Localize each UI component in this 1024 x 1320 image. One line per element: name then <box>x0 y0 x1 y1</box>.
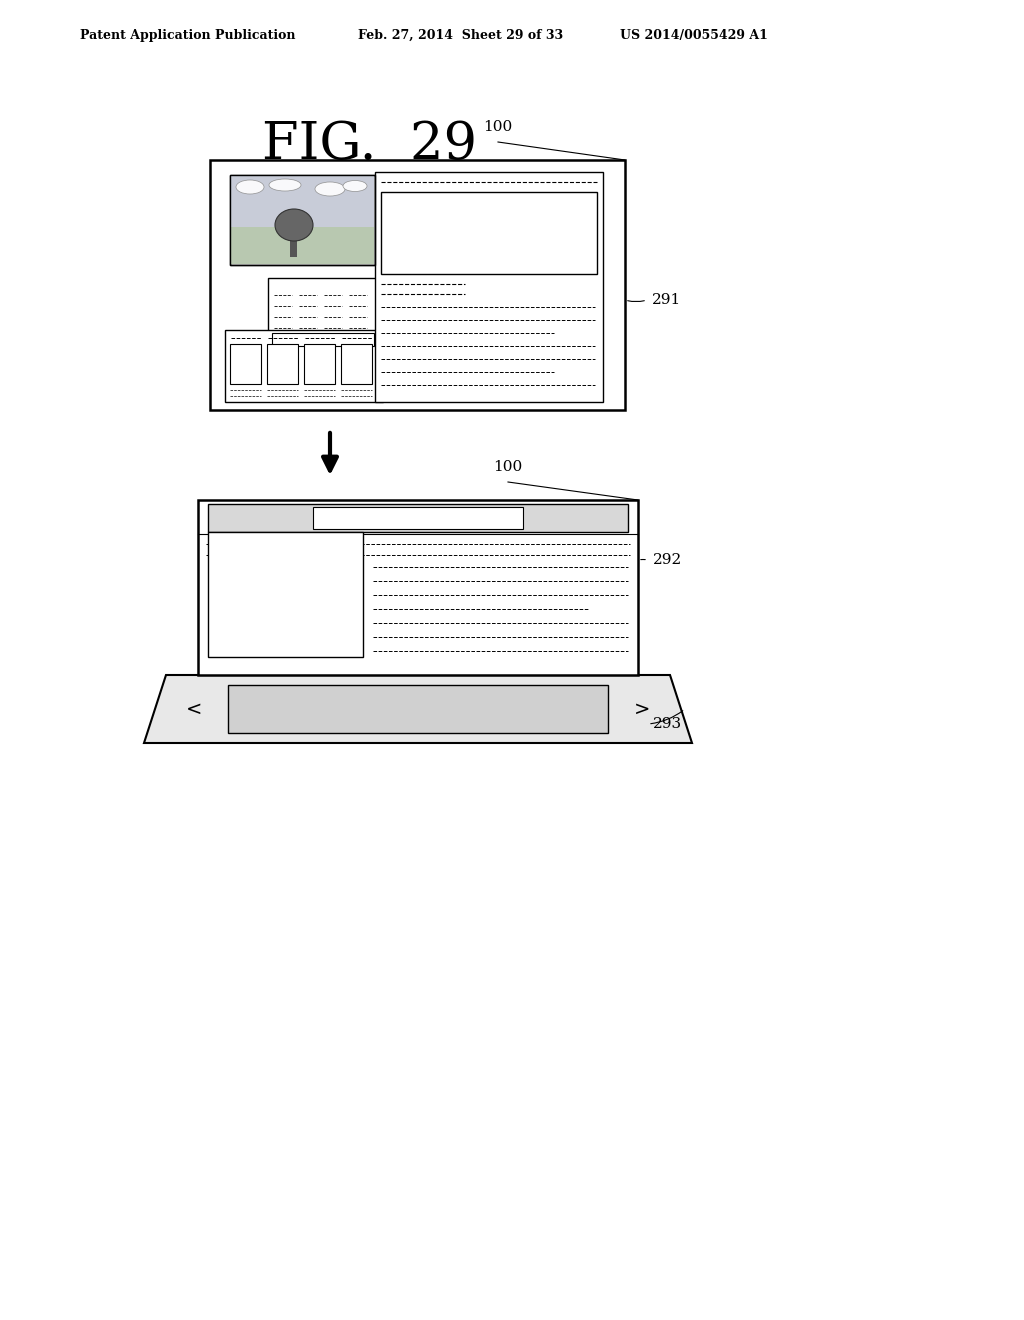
Bar <box>231 176 374 227</box>
Polygon shape <box>144 675 692 743</box>
Bar <box>381 191 597 275</box>
Bar <box>210 160 625 411</box>
Text: >: > <box>634 700 650 718</box>
Bar <box>208 504 628 532</box>
Bar <box>198 500 638 675</box>
Ellipse shape <box>275 209 313 242</box>
Text: 293: 293 <box>653 717 682 731</box>
Bar <box>268 279 378 350</box>
Bar <box>341 345 372 384</box>
Bar <box>313 507 523 529</box>
Text: 100: 100 <box>483 120 513 135</box>
Bar <box>208 532 362 657</box>
Bar <box>225 330 383 403</box>
Bar <box>230 176 375 265</box>
Ellipse shape <box>315 182 345 195</box>
Text: 100: 100 <box>494 459 522 474</box>
Bar <box>375 172 603 403</box>
Text: 292: 292 <box>653 553 682 568</box>
Bar <box>272 333 374 346</box>
Bar <box>228 685 608 733</box>
Bar <box>290 228 297 257</box>
Text: <: < <box>185 700 202 718</box>
Text: 291: 291 <box>652 293 681 308</box>
Bar <box>267 345 298 384</box>
Ellipse shape <box>269 180 301 191</box>
Bar <box>231 227 374 264</box>
Text: Patent Application Publication: Patent Application Publication <box>80 29 296 41</box>
Text: FIG.  29: FIG. 29 <box>262 120 477 170</box>
Bar <box>304 345 335 384</box>
Text: US 2014/0055429 A1: US 2014/0055429 A1 <box>620 29 768 41</box>
Ellipse shape <box>236 180 264 194</box>
Ellipse shape <box>343 181 367 191</box>
Bar <box>230 345 261 384</box>
Text: Feb. 27, 2014  Sheet 29 of 33: Feb. 27, 2014 Sheet 29 of 33 <box>358 29 563 41</box>
Bar <box>230 176 375 265</box>
